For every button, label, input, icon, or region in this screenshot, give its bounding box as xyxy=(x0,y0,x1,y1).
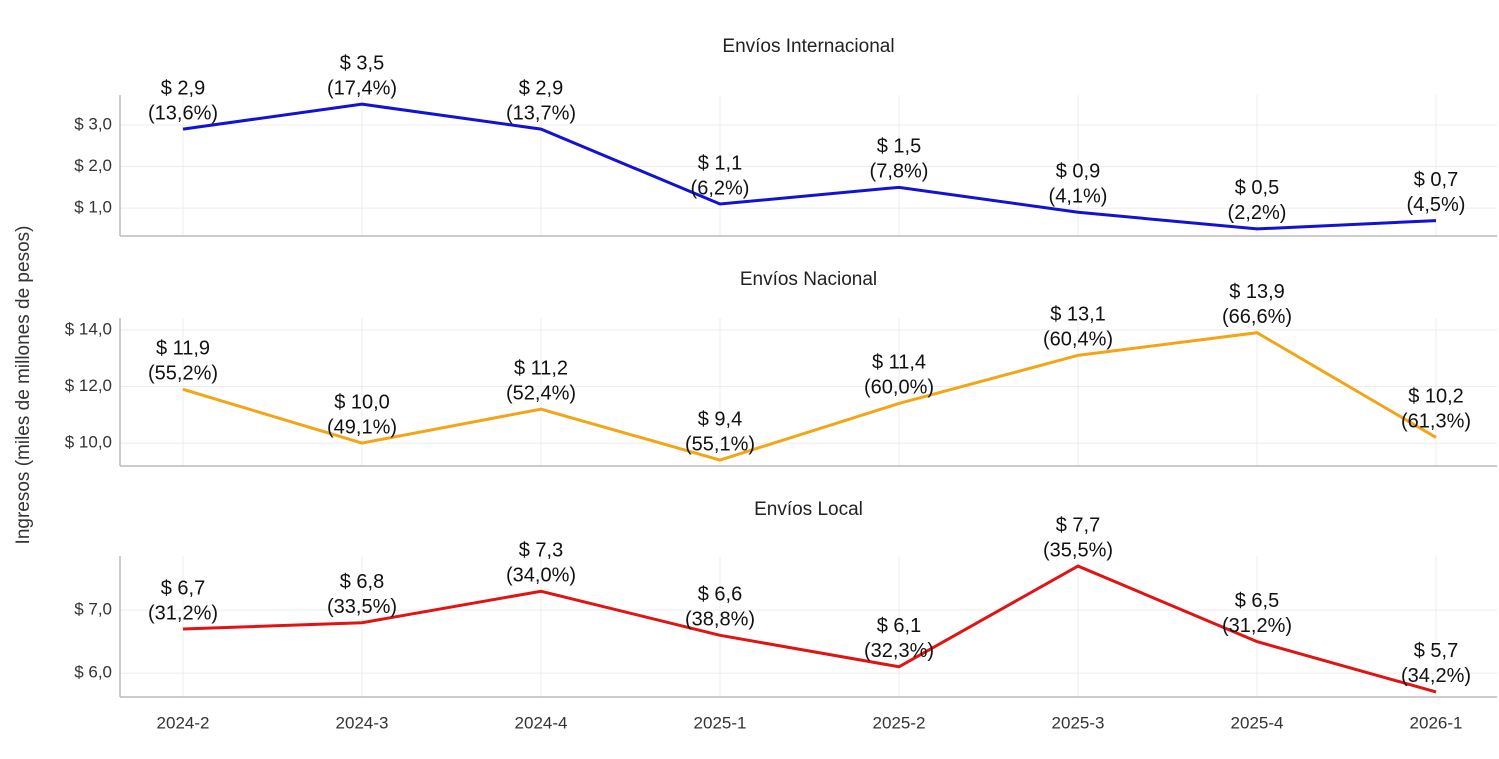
value-label: $ 9,4 xyxy=(698,408,742,430)
y-tick-label: $ 7,0 xyxy=(74,600,112,619)
value-label: $ 6,5 xyxy=(1235,590,1279,612)
share-label: (33,5%) xyxy=(327,596,397,618)
share-label: (66,6%) xyxy=(1222,306,1292,328)
share-label: (2,2%) xyxy=(1228,202,1287,224)
share-label: (52,4%) xyxy=(506,382,576,404)
share-label: (61,3%) xyxy=(1401,411,1471,433)
value-label: $ 0,9 xyxy=(1056,161,1100,183)
y-tick-label: $ 3,0 xyxy=(74,114,112,133)
share-label: (60,4%) xyxy=(1043,329,1113,351)
share-label: (13,7%) xyxy=(506,102,576,124)
value-label: $ 10,2 xyxy=(1408,386,1464,408)
share-label: (34,0%) xyxy=(506,565,576,587)
share-label: (6,2%) xyxy=(691,177,750,199)
x-tick-label: 2024-3 xyxy=(336,713,389,732)
value-label: $ 11,2 xyxy=(514,357,568,379)
x-tick-label: 2025-2 xyxy=(873,713,926,732)
panel-title: Envíos Nacional xyxy=(740,269,877,290)
share-label: (49,1%) xyxy=(327,416,397,438)
value-label: $ 1,5 xyxy=(877,136,921,158)
share-label: (35,5%) xyxy=(1043,539,1113,561)
value-label: $ 2,9 xyxy=(161,77,205,99)
value-label: $ 6,8 xyxy=(340,571,384,593)
data-line xyxy=(182,331,1437,462)
x-tick-label: 2026-1 xyxy=(1410,713,1463,732)
share-label: (13,6%) xyxy=(148,102,218,124)
x-tick-label: 2025-1 xyxy=(694,713,747,732)
data-line xyxy=(182,102,1437,231)
value-label: $ 11,4 xyxy=(872,352,926,374)
share-label: (60,0%) xyxy=(864,377,934,399)
share-label: (7,8%) xyxy=(870,161,929,183)
value-label: $ 1,1 xyxy=(698,152,742,174)
value-label: $ 3,5 xyxy=(340,52,384,74)
value-label: $ 5,7 xyxy=(1414,640,1458,662)
y-tick-label: $ 14,0 xyxy=(65,319,112,338)
value-label: $ 10,0 xyxy=(334,391,390,413)
share-label: (55,2%) xyxy=(148,363,218,385)
value-label: $ 11,9 xyxy=(156,338,210,360)
share-label: (4,1%) xyxy=(1049,186,1108,208)
value-label: $ 7,3 xyxy=(519,540,563,562)
share-label: (38,8%) xyxy=(685,609,755,631)
value-label: $ 6,6 xyxy=(698,584,742,606)
share-label: (17,4%) xyxy=(327,77,397,99)
share-label: (32,3%) xyxy=(864,640,934,662)
x-tick-label: 2024-4 xyxy=(515,713,568,732)
value-label: $ 0,5 xyxy=(1235,177,1279,199)
value-label: $ 6,7 xyxy=(161,577,205,599)
share-label: (4,5%) xyxy=(1407,194,1466,216)
panel-title: Envíos Internacional xyxy=(722,36,894,57)
x-tick-label: 2025-3 xyxy=(1052,713,1105,732)
share-label: (31,2%) xyxy=(148,602,218,624)
share-label: (34,2%) xyxy=(1401,665,1471,687)
y-axis-label: Ingresos (miles de millones de pesos) xyxy=(13,226,34,545)
value-label: $ 13,1 xyxy=(1050,304,1106,326)
value-label: $ 7,7 xyxy=(1056,514,1100,536)
share-label: (55,1%) xyxy=(685,433,755,455)
y-tick-label: $ 6,0 xyxy=(74,663,112,682)
y-tick-label: $ 12,0 xyxy=(65,376,112,395)
value-label: $ 0,7 xyxy=(1414,169,1458,191)
y-tick-label: $ 2,0 xyxy=(74,156,112,175)
y-tick-label: $ 10,0 xyxy=(65,433,112,452)
x-tick-label: 2024-2 xyxy=(157,713,210,732)
share-label: (31,2%) xyxy=(1222,615,1292,637)
value-label: $ 2,9 xyxy=(519,77,563,99)
panel-title: Envíos Local xyxy=(754,499,863,520)
data-line xyxy=(182,564,1437,694)
value-label: $ 6,1 xyxy=(877,615,921,637)
value-label: $ 13,9 xyxy=(1229,281,1285,303)
x-tick-label: 2025-4 xyxy=(1231,713,1284,732)
y-tick-label: $ 1,0 xyxy=(74,198,112,217)
